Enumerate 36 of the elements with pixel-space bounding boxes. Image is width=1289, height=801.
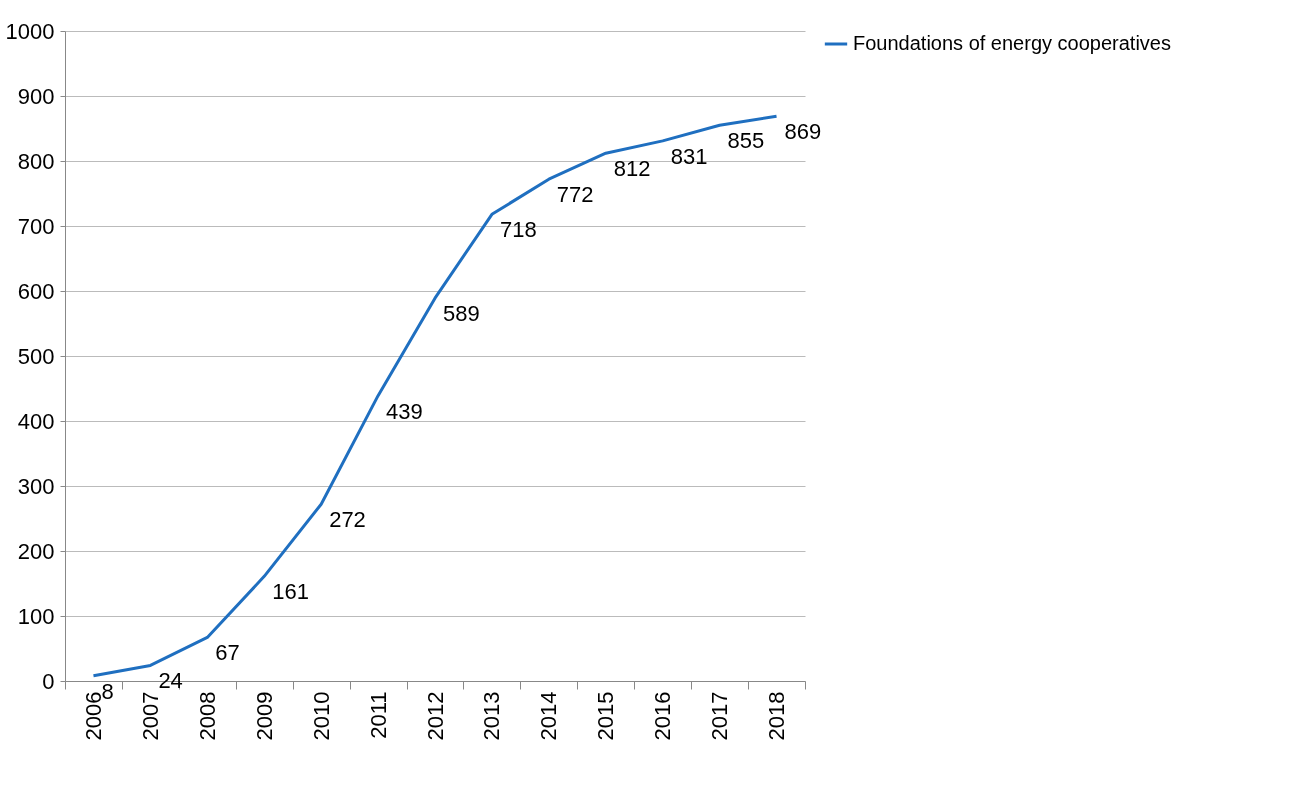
y-tick-label: 1000 xyxy=(5,18,55,44)
y-tick-label: 0 xyxy=(42,668,55,694)
data-label: 439 xyxy=(386,398,423,424)
y-tick-label: 700 xyxy=(17,213,55,239)
x-tick-label: 2011 xyxy=(365,691,391,739)
data-label: 812 xyxy=(613,156,651,182)
y-tick-label: 300 xyxy=(17,473,55,499)
y-tick-label: 400 xyxy=(17,408,55,434)
y-tick-label: 800 xyxy=(17,148,55,174)
data-label: 869 xyxy=(784,119,822,145)
data-label: 67 xyxy=(215,640,240,666)
x-tick-label: 2009 xyxy=(251,691,277,741)
data-label: 772 xyxy=(556,182,594,208)
x-tick-label: 2014 xyxy=(536,691,562,741)
x-tick-label: 2012 xyxy=(422,691,448,741)
x-tick-label: 2010 xyxy=(308,691,334,741)
data-label: 272 xyxy=(329,507,366,533)
data-label: 855 xyxy=(727,128,765,154)
x-tick-label: 2016 xyxy=(650,691,676,741)
data-label: 589 xyxy=(443,301,480,327)
x-tick-label: 2018 xyxy=(764,691,790,741)
data-label: 161 xyxy=(272,579,309,605)
x-tick-label: 2013 xyxy=(479,691,505,741)
x-tick-label: 2017 xyxy=(707,691,733,741)
y-tick-label: 100 xyxy=(17,603,55,629)
x-tick-label: 2007 xyxy=(137,691,163,741)
x-tick-label: 2015 xyxy=(593,691,619,741)
data-label: 718 xyxy=(499,217,537,243)
y-tick-label: 600 xyxy=(17,278,55,304)
y-tick-label: 200 xyxy=(17,538,55,564)
legend-label: Foundations of energy cooperatives xyxy=(853,32,1171,54)
data-label: 24 xyxy=(158,668,183,694)
x-tick-label: 2008 xyxy=(194,691,220,741)
y-tick-label: 900 xyxy=(17,83,55,109)
data-label: 831 xyxy=(670,143,708,169)
y-tick-label: 500 xyxy=(17,343,55,369)
